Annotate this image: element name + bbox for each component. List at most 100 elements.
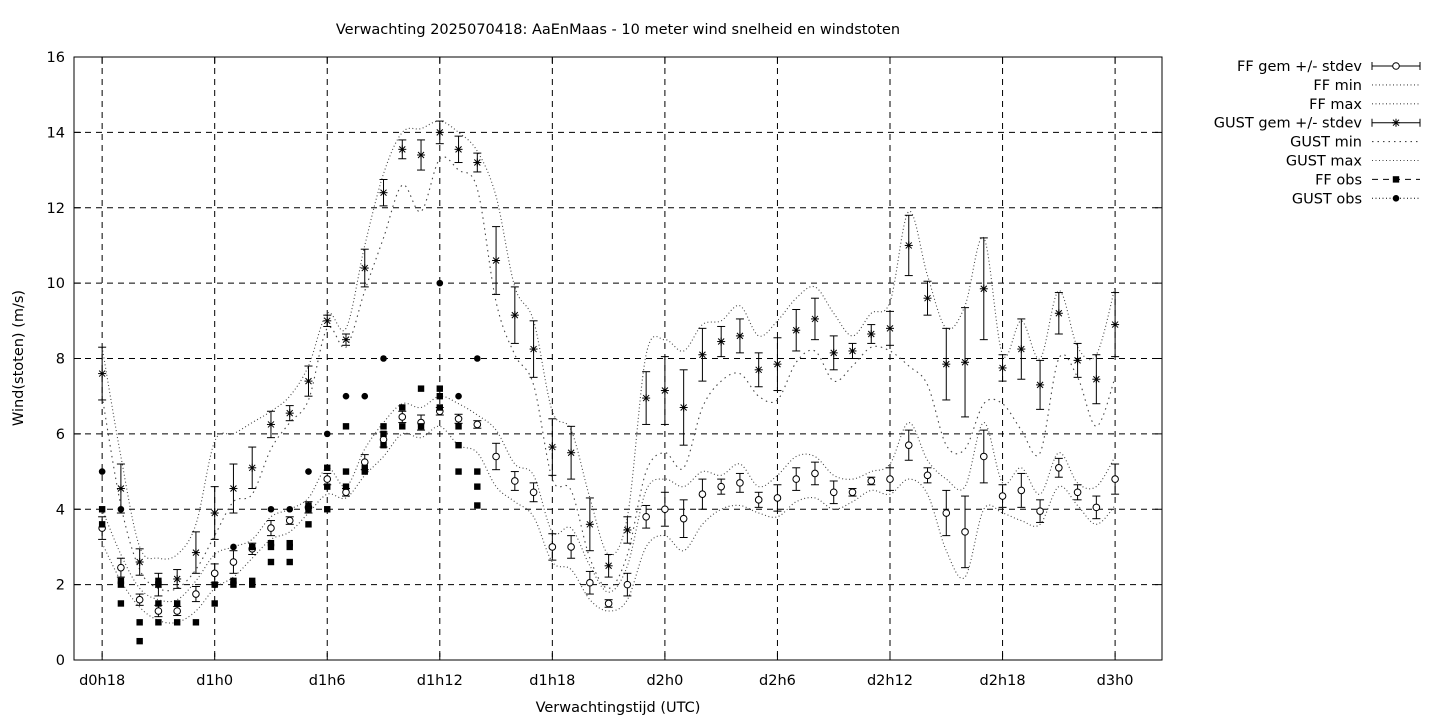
star-stroke [455,145,462,153]
legend-entry: FF gem +/- stdev [1237,59,1421,75]
chart-title: Verwachting 2025070418: AaEnMaas - 10 me… [336,22,900,38]
ff-mean-point [829,488,838,497]
ff-mean-point [511,477,519,485]
gust-obs-point [455,392,462,400]
legend-marker [1392,195,1400,202]
gust-mean-point [904,241,913,250]
gust-mean-point [304,377,313,386]
star-stroke [398,145,406,153]
gust-mean-point [998,363,1007,372]
y-tick-label: 10 [47,276,65,292]
gust-mean-point [473,158,482,167]
gust-mean-point [717,337,726,346]
gust-obs-point [380,355,387,362]
ff-obs-point [474,502,481,509]
legend-marker [1392,118,1400,127]
gust-mean-point [754,365,763,374]
x-tick-label: d1h18 [529,673,575,689]
x-axis-label: Verwachtingstijd (UTC) [536,700,701,716]
gust-mean-point [191,548,200,557]
x-tick-label: d3h0 [1097,673,1134,689]
ff-obs-point [361,468,368,475]
y-tick-label: 12 [47,201,65,217]
ff-mean-point [942,509,951,517]
ff-obs-point [455,441,462,449]
star-stroke [230,485,237,492]
gust-mean-point [567,448,576,457]
star-stroke [436,129,444,136]
star-stroke [117,485,125,492]
gust-obs-point [323,430,331,438]
ff-obs-point [324,483,331,490]
gust-obs-point [305,468,312,475]
star-stroke [567,449,575,457]
star-stroke [1017,345,1025,353]
star-stroke [173,575,181,583]
star-stroke [361,264,369,272]
y-tick-label: 16 [47,50,65,66]
star-stroke [492,257,500,264]
x-tick-label: d1h0 [196,673,233,689]
ff-obs-point [155,619,162,626]
ff-mean-point [586,578,594,587]
ff-mean-point [961,528,969,536]
ff-mean-point [642,512,650,521]
star-stroke [717,338,725,345]
gust-mean-point [379,188,388,197]
legend-entry: FF obs [1315,172,1420,188]
plot-series [98,120,1120,645]
ff-mean-point [717,482,725,491]
ff-obs-point [249,581,256,588]
y-tick-label: 6 [56,427,65,443]
gust-obs-point [361,392,369,400]
gust-mean-point [1017,345,1026,354]
gust-mean-point [342,335,350,344]
star-stroke [473,159,481,166]
ff-obs-point [342,468,350,475]
y-tick-label: 8 [56,352,65,368]
legend-entry: GUST gem +/- stdev [1214,116,1421,132]
y-tick-label: 4 [56,502,65,518]
gust-obs-point [342,392,350,400]
ff-obs-point [173,619,181,626]
star-stroke [605,562,612,570]
ff-obs-point [305,521,312,528]
gust-mean-point [942,360,951,369]
star-stroke [755,366,763,374]
gust-mean-point [604,561,613,570]
series-line-ff-min [101,425,1116,624]
ff-mean-point [173,607,181,615]
ff-mean-point [661,505,669,514]
legend-entry: FF max [1309,97,1420,113]
ff-mean-point [848,488,857,497]
y-axis-label: Wind(stoten) (m/s) [11,290,27,426]
ff-obs-point [399,423,406,430]
star-stroke [323,317,331,325]
ff-mean-point [998,492,1007,500]
legend-label: FF gem +/- stdev [1237,59,1362,75]
legend-entry: GUST min [1290,135,1420,151]
ff-mean-point [285,516,294,525]
ff-obs-point [286,543,293,551]
ff-mean-point [867,477,876,485]
ff-mean-point [904,441,913,449]
star-stroke [924,294,931,302]
gust-mean-point [679,403,688,412]
ff-obs-point [417,385,425,392]
ff-obs-point [436,392,443,400]
gust-mean-point [229,484,238,493]
gust-mean-point [360,264,369,273]
ff-mean-point [773,494,782,502]
gust-obs-point [267,505,275,513]
star-stroke [192,549,200,556]
ff-obs-point [324,464,331,471]
star-stroke [830,349,838,357]
x-tick-label: d1h12 [417,673,463,689]
star-stroke [1055,309,1063,317]
star-stroke [736,332,744,340]
gust-mean-point [810,314,819,323]
legend-entry: FF min [1313,78,1420,94]
y-tick-label: 14 [47,125,65,141]
star-stroke [98,370,106,377]
